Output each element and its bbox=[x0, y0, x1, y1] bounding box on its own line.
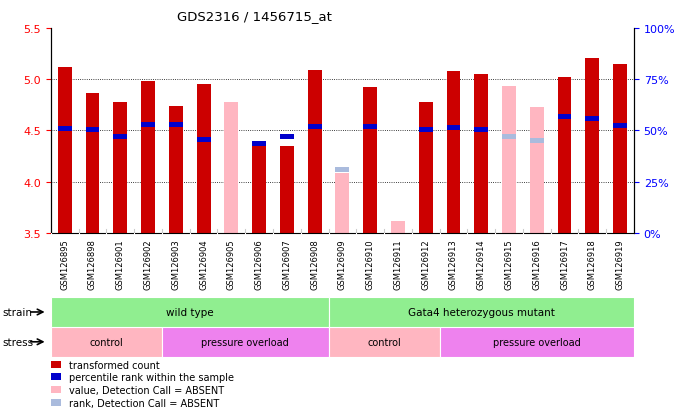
Text: wild type: wild type bbox=[166, 307, 214, 317]
Bar bbox=[447, 126, 460, 131]
Bar bbox=[162, 327, 329, 357]
Bar bbox=[58, 68, 72, 233]
Bar bbox=[475, 75, 488, 233]
Text: GSM126913: GSM126913 bbox=[449, 238, 458, 289]
Text: GSM126911: GSM126911 bbox=[393, 238, 403, 289]
Bar bbox=[252, 147, 266, 233]
Bar bbox=[336, 167, 349, 173]
Text: GSM126895: GSM126895 bbox=[60, 238, 69, 289]
Bar bbox=[169, 122, 183, 128]
Bar bbox=[391, 221, 405, 233]
Bar bbox=[502, 135, 516, 140]
Bar bbox=[141, 122, 155, 128]
Text: GSM126910: GSM126910 bbox=[365, 238, 375, 289]
Bar bbox=[85, 128, 100, 133]
Bar bbox=[585, 116, 599, 121]
Bar bbox=[113, 135, 127, 140]
Text: GSM126919: GSM126919 bbox=[616, 238, 624, 289]
Text: GSM126905: GSM126905 bbox=[227, 238, 236, 289]
Bar bbox=[439, 327, 634, 357]
Bar bbox=[530, 139, 544, 144]
Bar bbox=[141, 82, 155, 233]
Bar bbox=[613, 123, 627, 128]
Text: GSM126906: GSM126906 bbox=[255, 238, 264, 289]
Text: GSM126914: GSM126914 bbox=[477, 238, 485, 289]
Text: strain: strain bbox=[2, 307, 32, 317]
Bar bbox=[336, 174, 349, 233]
Text: GSM126901: GSM126901 bbox=[116, 238, 125, 289]
Text: rank, Detection Call = ABSENT: rank, Detection Call = ABSENT bbox=[69, 398, 220, 408]
Bar bbox=[113, 102, 127, 233]
Text: percentile rank within the sample: percentile rank within the sample bbox=[69, 373, 234, 382]
Text: transformed count: transformed count bbox=[69, 360, 160, 370]
Bar bbox=[197, 138, 210, 143]
Bar bbox=[557, 114, 572, 119]
Bar bbox=[363, 124, 377, 130]
Bar bbox=[329, 327, 439, 357]
Bar bbox=[557, 78, 572, 233]
Text: GSM126903: GSM126903 bbox=[172, 238, 180, 289]
Bar bbox=[85, 93, 100, 233]
Text: pressure overload: pressure overload bbox=[493, 337, 580, 347]
Text: GSM126898: GSM126898 bbox=[88, 238, 97, 289]
Text: GSM126915: GSM126915 bbox=[504, 238, 513, 289]
Text: GSM126912: GSM126912 bbox=[421, 238, 430, 289]
Text: control: control bbox=[89, 337, 123, 347]
Text: stress: stress bbox=[2, 337, 33, 347]
Bar bbox=[530, 108, 544, 233]
Text: GSM126917: GSM126917 bbox=[560, 238, 569, 289]
Text: GSM126916: GSM126916 bbox=[532, 238, 541, 289]
Text: GSM126909: GSM126909 bbox=[338, 238, 347, 289]
Bar bbox=[502, 87, 516, 233]
Bar bbox=[51, 399, 61, 406]
Bar bbox=[280, 147, 294, 233]
Bar bbox=[51, 297, 329, 327]
Text: GSM126908: GSM126908 bbox=[310, 238, 319, 289]
Bar bbox=[475, 128, 488, 133]
Bar bbox=[51, 373, 61, 380]
Text: pressure overload: pressure overload bbox=[201, 337, 289, 347]
Bar bbox=[613, 65, 627, 233]
Bar bbox=[363, 88, 377, 233]
Bar bbox=[58, 126, 72, 132]
Bar bbox=[585, 59, 599, 233]
Bar bbox=[419, 128, 433, 133]
Bar bbox=[252, 142, 266, 147]
Bar bbox=[329, 297, 634, 327]
Bar bbox=[197, 85, 210, 233]
Text: control: control bbox=[367, 337, 401, 347]
Bar bbox=[419, 102, 433, 233]
Bar bbox=[308, 71, 321, 233]
Bar bbox=[169, 107, 183, 233]
Bar bbox=[51, 327, 162, 357]
Bar bbox=[308, 124, 321, 130]
Text: GSM126902: GSM126902 bbox=[144, 238, 153, 289]
Text: GDS2316 / 1456715_at: GDS2316 / 1456715_at bbox=[178, 10, 332, 23]
Bar bbox=[447, 72, 460, 233]
Bar bbox=[51, 361, 61, 368]
Bar bbox=[224, 102, 238, 233]
Text: GSM126904: GSM126904 bbox=[199, 238, 208, 289]
Bar bbox=[280, 135, 294, 140]
Text: Gata4 heterozygous mutant: Gata4 heterozygous mutant bbox=[407, 307, 555, 317]
Text: value, Detection Call = ABSENT: value, Detection Call = ABSENT bbox=[69, 385, 224, 395]
Text: GSM126907: GSM126907 bbox=[282, 238, 292, 289]
Text: GSM126918: GSM126918 bbox=[588, 238, 597, 289]
Bar bbox=[51, 386, 61, 393]
